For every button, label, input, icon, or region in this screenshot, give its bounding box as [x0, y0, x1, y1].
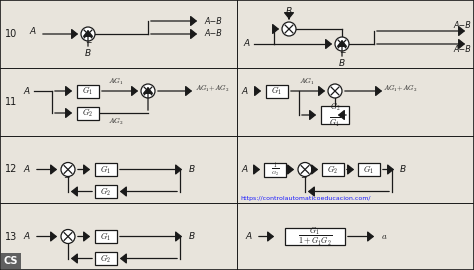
Text: $\frac{1}{G_2}$: $\frac{1}{G_2}$: [271, 160, 279, 178]
Text: A: A: [24, 165, 30, 174]
FancyBboxPatch shape: [322, 163, 344, 176]
Circle shape: [61, 230, 75, 244]
Text: −: −: [85, 38, 91, 47]
Text: A: A: [244, 39, 250, 49]
Text: A−B: A−B: [453, 21, 471, 29]
Circle shape: [328, 84, 342, 98]
Text: 11: 11: [5, 97, 17, 107]
Text: A: A: [24, 86, 30, 96]
Circle shape: [298, 163, 312, 177]
FancyBboxPatch shape: [77, 106, 99, 120]
Text: $AG_1$: $AG_1$: [300, 77, 315, 87]
Text: $AG_1\!+\!AG_2$: $AG_1\!+\!AG_2$: [195, 84, 229, 94]
FancyBboxPatch shape: [95, 252, 117, 265]
FancyBboxPatch shape: [358, 163, 380, 176]
Text: A: A: [242, 165, 248, 174]
Text: $G_1$: $G_1$: [100, 163, 111, 176]
Text: $G_2$: $G_2$: [100, 252, 111, 265]
Text: https://controlautomaticoeducacion.com/: https://controlautomaticoeducacion.com/: [240, 196, 371, 201]
FancyBboxPatch shape: [95, 230, 117, 243]
Text: A: A: [30, 28, 36, 36]
Text: $G_2$: $G_2$: [100, 185, 111, 198]
Text: A−B: A−B: [204, 16, 222, 25]
Circle shape: [81, 27, 95, 41]
Text: B: B: [286, 6, 292, 15]
FancyBboxPatch shape: [95, 185, 117, 198]
FancyBboxPatch shape: [321, 106, 349, 124]
FancyBboxPatch shape: [264, 163, 286, 177]
Text: B: B: [189, 232, 195, 241]
Text: $G_1$: $G_1$: [82, 85, 93, 97]
Circle shape: [282, 22, 296, 36]
Text: A: A: [246, 232, 252, 241]
FancyBboxPatch shape: [95, 163, 117, 176]
Text: A: A: [24, 232, 30, 241]
Text: $AG_1\!+\!AG_2$: $AG_1\!+\!AG_2$: [383, 84, 417, 94]
FancyBboxPatch shape: [1, 253, 21, 269]
Text: $G_2$: $G_2$: [328, 163, 338, 176]
Text: $G_1$: $G_1$: [364, 163, 374, 176]
Text: −: −: [63, 174, 69, 183]
Text: A: A: [242, 86, 248, 96]
Text: CS: CS: [4, 256, 18, 266]
Text: $G_1$: $G_1$: [100, 230, 111, 243]
Text: $a$: $a$: [381, 232, 387, 241]
Text: B: B: [85, 49, 91, 59]
Text: 12: 12: [5, 164, 17, 174]
FancyBboxPatch shape: [77, 85, 99, 97]
Text: A−B: A−B: [204, 29, 222, 39]
Text: $G_2$: $G_2$: [82, 107, 93, 119]
Text: A−B: A−B: [453, 46, 471, 55]
Text: −: −: [300, 174, 306, 183]
Text: 13: 13: [5, 231, 17, 241]
FancyBboxPatch shape: [266, 85, 288, 97]
FancyBboxPatch shape: [285, 228, 345, 245]
Circle shape: [61, 163, 75, 177]
Text: $AG_1$: $AG_1$: [109, 77, 124, 87]
Text: $AG_2$: $AG_2$: [109, 117, 124, 127]
Text: B: B: [189, 165, 195, 174]
Text: $\dfrac{G_1}{1+G_1G_2}$: $\dfrac{G_1}{1+G_1G_2}$: [298, 225, 332, 248]
Text: $G_2$
$\overline{G_1}$: $G_2$ $\overline{G_1}$: [329, 101, 341, 129]
Text: B: B: [400, 165, 406, 174]
Text: $G_1$: $G_1$: [272, 85, 283, 97]
Text: B: B: [339, 59, 345, 69]
Text: 10: 10: [5, 29, 17, 39]
Circle shape: [141, 84, 155, 98]
Text: −: −: [339, 48, 345, 57]
Circle shape: [335, 37, 349, 51]
